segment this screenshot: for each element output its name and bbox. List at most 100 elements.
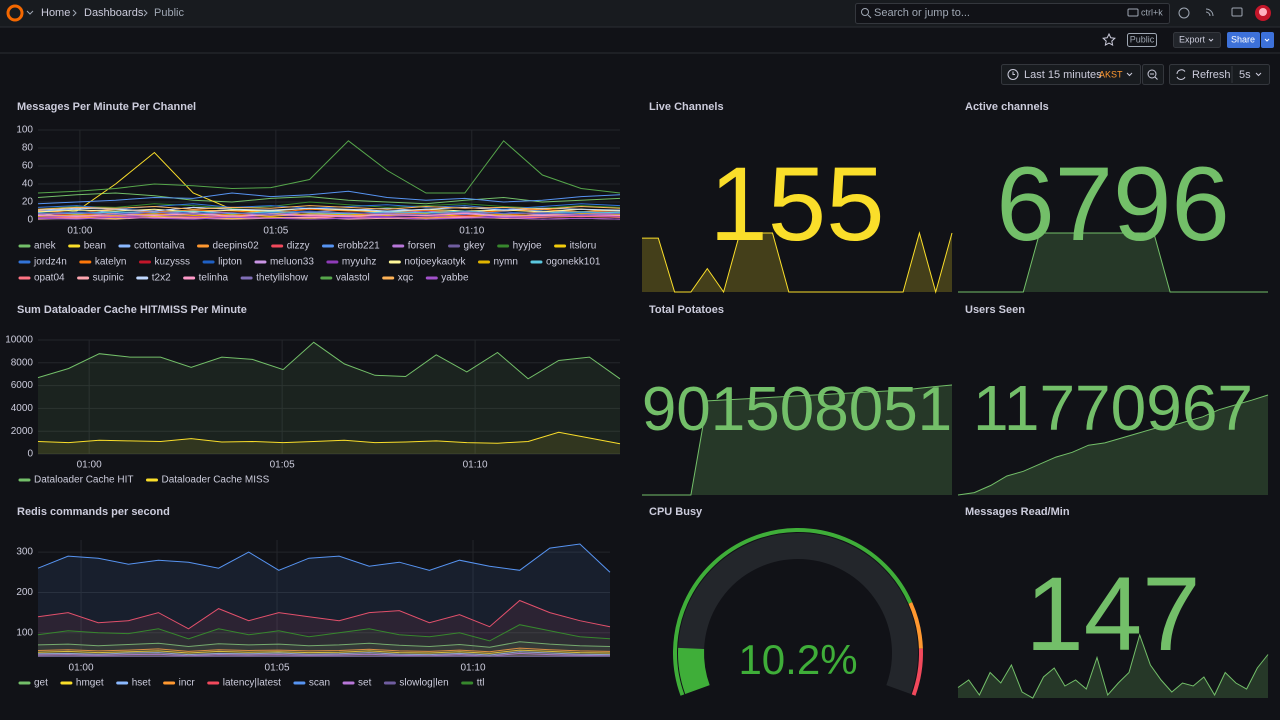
legend-label[interactable]: hset — [132, 678, 151, 689]
stat-value: 11770967 — [973, 372, 1253, 444]
gauge-value — [678, 647, 710, 695]
y-tick-label: 2000 — [11, 426, 34, 437]
legend-label[interactable]: ogonekk101 — [546, 257, 601, 268]
legend-label[interactable]: meluon33 — [270, 257, 314, 268]
timezone: AKST — [1099, 69, 1123, 79]
share-label[interactable]: Share — [1231, 34, 1255, 44]
legend-label[interactable]: Dataloader Cache MISS — [162, 475, 270, 486]
legend-label[interactable]: deepins02 — [213, 241, 260, 252]
panel-title: Active channels — [965, 101, 1049, 113]
chevron — [26, 10, 34, 15]
panel-title: Total Potatoes — [649, 304, 724, 316]
x-tick-label: 01:00 — [77, 460, 102, 471]
y-tick-label: 8000 — [11, 357, 34, 368]
series-line — [37, 211, 621, 216]
legend-label[interactable]: forsen — [408, 241, 436, 252]
breadcrumb-dashboards[interactable]: Dashboards — [84, 7, 144, 19]
help-icon[interactable] — [1178, 7, 1190, 19]
clock-icon — [1012, 71, 1015, 75]
series-area — [38, 544, 610, 657]
legend-label[interactable]: ttl — [477, 678, 485, 689]
news-icon[interactable] — [1205, 8, 1214, 17]
search-placeholder[interactable]: Search or jump to... — [874, 7, 970, 19]
legend-label[interactable]: cottontailva — [134, 241, 185, 252]
legend-label[interactable]: set — [358, 678, 372, 689]
panel-title: Redis commands per second — [17, 506, 170, 518]
y-tick-label: 20 — [22, 197, 34, 208]
legend-label[interactable]: telinha — [199, 273, 229, 284]
legend-label[interactable]: supinic — [93, 273, 124, 284]
sparkline-line — [958, 232, 1268, 293]
y-tick-label: 0 — [27, 215, 33, 226]
legend-label[interactable]: nymn — [494, 257, 518, 268]
legend-label[interactable]: notjoeykaotyk — [404, 257, 466, 268]
refresh-interval[interactable]: 5s — [1239, 69, 1251, 81]
legend-label[interactable]: jordz4n — [33, 257, 67, 268]
legend-label[interactable]: slowlog|len — [399, 678, 448, 689]
search-icon — [861, 8, 869, 16]
legend-label[interactable]: itsloru — [570, 241, 597, 252]
panel-title: Messages Per Minute Per Channel — [17, 101, 196, 113]
x-tick-label: 01:05 — [270, 460, 295, 471]
series-line — [37, 205, 621, 210]
legend-label[interactable]: kuzysss — [155, 257, 191, 268]
logo-mark[interactable] — [6, 4, 24, 22]
legend-label[interactable]: t2x2 — [152, 273, 171, 284]
legend-label[interactable]: yabbe — [441, 273, 469, 284]
y-tick-label: 4000 — [11, 403, 34, 414]
series-line — [37, 341, 621, 380]
legend-label[interactable]: anek — [34, 241, 57, 252]
series-line — [37, 599, 611, 630]
legend-label[interactable]: myyuhz — [342, 257, 376, 268]
breadcrumb-current: Public — [154, 7, 184, 19]
share-button[interactable] — [1227, 32, 1260, 48]
legend-label[interactable]: incr — [179, 678, 196, 689]
chevron — [1255, 72, 1262, 77]
legend-label[interactable]: gkey — [464, 241, 485, 252]
y-tick-label: 60 — [22, 161, 34, 172]
breadcrumb-home[interactable]: Home — [41, 7, 70, 19]
gauge-track — [678, 533, 918, 695]
export-label[interactable]: Export — [1179, 34, 1206, 44]
legend-label[interactable]: hmget — [76, 678, 104, 689]
export-button[interactable] — [1173, 32, 1221, 48]
x-tick-label: 01:00 — [69, 663, 94, 674]
gauge-threshold — [908, 602, 923, 649]
stat-value: 6796 — [996, 146, 1230, 263]
legend-label[interactable]: xqc — [398, 273, 414, 284]
logo[interactable] — [6, 4, 34, 22]
shortcut-hint: ctrl+k — [1141, 7, 1163, 17]
legend-label[interactable]: valastol — [336, 273, 370, 284]
y-tick-label: 100 — [16, 627, 33, 638]
legend-label[interactable]: latency|latest — [223, 678, 281, 689]
legend-label[interactable]: katelyn — [95, 257, 127, 268]
refresh-label[interactable]: Refresh — [1192, 69, 1231, 81]
x-tick-label: 01:00 — [67, 226, 92, 237]
series-area — [38, 432, 620, 454]
legend-label[interactable]: lipton — [218, 257, 242, 268]
legend-label[interactable]: scan — [309, 678, 330, 689]
separator — [72, 9, 77, 17]
legend-label[interactable]: thetylilshow — [256, 273, 308, 284]
panel-title: Messages Read/Min — [965, 506, 1070, 518]
legend-label[interactable]: hyyjoe — [513, 241, 542, 252]
x-tick-label: 01:05 — [265, 663, 290, 674]
time-picker[interactable] — [1001, 64, 1141, 85]
star-button[interactable] — [1102, 32, 1116, 47]
legend-label[interactable]: erobb221 — [337, 241, 380, 252]
series-line — [37, 651, 611, 656]
legend-label[interactable]: bean — [84, 241, 106, 252]
search-box[interactable] — [855, 3, 1170, 24]
series-line — [37, 641, 611, 648]
legend-label[interactable]: Dataloader Cache HIT — [34, 475, 134, 486]
time-range[interactable]: Last 15 minutes — [1024, 69, 1102, 81]
legend-label[interactable]: dizzy — [287, 241, 310, 252]
sparkline-line — [642, 231, 953, 294]
series-area — [38, 600, 610, 657]
legend-label[interactable]: opat04 — [34, 273, 65, 284]
sparkline-line — [957, 394, 1269, 496]
refresh-picker[interactable] — [1169, 64, 1270, 85]
legend-label[interactable]: get — [34, 678, 48, 689]
kiosk-icon[interactable] — [1231, 7, 1243, 17]
